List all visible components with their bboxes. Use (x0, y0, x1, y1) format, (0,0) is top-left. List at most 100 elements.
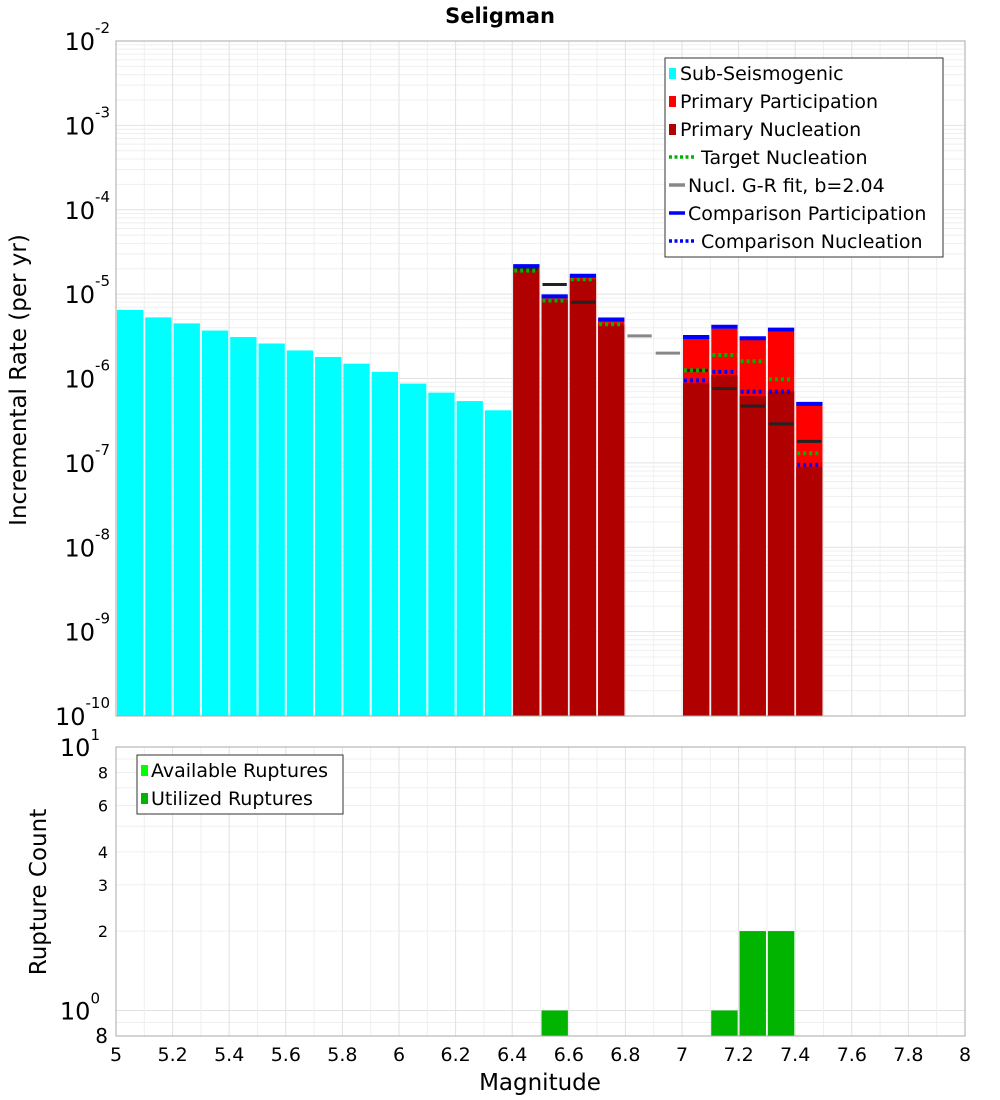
legend-label: Available Ruptures (151, 760, 328, 782)
bottom-y-tick-label: 8 (98, 764, 108, 783)
x-tick-label: 6 (393, 1044, 405, 1066)
sub-seismogenic-bar (173, 323, 200, 716)
top-y-tick-label: 10-4 (64, 188, 110, 225)
utilized-ruptures-bar (711, 1010, 738, 1036)
x-tick-label: 7.2 (723, 1044, 753, 1066)
x-tick-label: 5.6 (271, 1044, 301, 1066)
bottom-y-tick-label: 3 (98, 876, 108, 895)
x-tick-label: 5.4 (214, 1044, 244, 1066)
x-tick-label: 5.2 (157, 1044, 187, 1066)
x-axis-label: Magnitude (479, 1070, 601, 1096)
legend-entry: Nucl. G-R fit, b=2.04 (669, 175, 885, 197)
legend-entry: Target Nucleation (669, 147, 868, 169)
legend-entry: Primary Participation (669, 91, 878, 113)
sub-seismogenic-bar (117, 309, 144, 716)
legend-swatch-icon (669, 68, 676, 79)
legend-label: Utilized Ruptures (151, 788, 313, 810)
utilized-ruptures-bar (541, 1010, 568, 1036)
bottom-y-tick-label: 4 (98, 843, 108, 862)
legend-swatch-icon (669, 96, 676, 107)
bottom-y-major-label: 100 (60, 989, 100, 1025)
bottom-legend-box (136, 754, 344, 815)
top-y-axis-label: Incremental Rate (per yr) (6, 234, 32, 526)
legend-entry: Comparison Participation (669, 203, 926, 225)
x-tick-label: 6.6 (554, 1044, 584, 1066)
top-legend-box (664, 57, 944, 258)
legend-swatch-icon (141, 765, 148, 776)
top-y-tick-label: 10-10 (55, 694, 110, 731)
x-tick-label: 7 (676, 1044, 688, 1066)
primary-nucleation-bar (796, 466, 823, 716)
top-gridlines (115, 41, 966, 717)
legend-label: Comparison Participation (688, 203, 926, 225)
primary-nucleation-bar (598, 324, 625, 716)
top-y-tick-label: 10-9 (64, 610, 110, 647)
top-y-tick-label: 10-2 (64, 19, 110, 56)
legend-label: Nucl. G-R fit, b=2.04 (688, 175, 885, 197)
x-tick-labels: 5 5.2 5.4 5.6 5.8 6 6.2 6.4 6.6 6.8 7 7.2 7.4 7.6 7.8 8 (110, 1044, 971, 1066)
legend-label: Primary Participation (680, 91, 878, 113)
sub-seismogenic-bar (400, 383, 427, 716)
primary-nucleation-bar (513, 268, 540, 716)
primary-nucleation-bar (541, 299, 568, 716)
primary-nucleation-bar (711, 375, 738, 716)
sub-seismogenic-bar (456, 401, 483, 716)
top-y-tick-label: 10-5 (64, 272, 110, 309)
legend-label: Target Nucleation (700, 147, 868, 169)
x-tick-label: 5.8 (327, 1044, 357, 1066)
x-tick-label: 5 (110, 1044, 122, 1066)
top-line-segments (513, 264, 823, 467)
x-tick-label: 6.8 (610, 1044, 640, 1066)
sub-seismogenic-bar (371, 371, 398, 716)
top-y-tick-label: 10-3 (64, 103, 110, 140)
bottom-y-tick-label: 6 (98, 796, 108, 815)
bottom-y-min-label: 8 (95, 1024, 108, 1048)
sub-seismogenic-bar (145, 317, 172, 716)
primary-nucleation-bar (767, 391, 795, 716)
utilized-ruptures-bar (767, 931, 795, 1036)
primary-nucleation-bar (569, 279, 597, 716)
bottom-bars (541, 931, 795, 1036)
sub-seismogenic-bar (484, 410, 512, 716)
sub-seismogenic-bar (230, 337, 257, 716)
legend-entry: Sub-Seismogenic (669, 63, 844, 85)
bottom-y-major-label: 101 (60, 726, 100, 762)
x-tick-label: 7.6 (837, 1044, 867, 1066)
legend-entry: Utilized Ruptures (141, 788, 313, 810)
sub-seismogenic-bar (201, 330, 229, 716)
bottom-plot-frame (115, 746, 966, 1037)
bottom-y-tick-label: 2 (98, 922, 108, 941)
sub-seismogenic-bar (258, 343, 285, 716)
primary-nucleation-bar (683, 383, 710, 716)
legend-label: Comparison Nucleation (701, 231, 923, 253)
top-y-tick-label: 10-8 (64, 525, 110, 562)
primary-nucleation-bar (739, 396, 766, 716)
top-bars (117, 266, 823, 716)
top-y-tick-labels: 10-10 10-9 10-8 10-7 10-6 10-5 10-4 10-3 10-2 (55, 19, 110, 731)
x-tick-label: 8 (959, 1044, 971, 1066)
utilized-ruptures-bar (739, 931, 766, 1036)
top-y-tick-label: 10-7 (64, 441, 110, 478)
legend-swatch-icon (141, 793, 148, 804)
sub-seismogenic-bar (428, 392, 455, 716)
legend-entry: Primary Nucleation (669, 119, 861, 141)
x-tick-label: 7.8 (893, 1044, 923, 1066)
legend-label: Primary Nucleation (680, 119, 861, 141)
x-tick-label: 6.4 (497, 1044, 527, 1066)
legend-swatch-icon (669, 124, 676, 135)
x-tick-label: 7.4 (780, 1044, 810, 1066)
sub-seismogenic-bar (343, 363, 370, 716)
sub-seismogenic-bar (315, 356, 342, 716)
chart-title: Seligman (445, 4, 555, 28)
x-tick-label: 6.2 (440, 1044, 470, 1066)
top-plot-frame (115, 40, 966, 717)
bottom-legend: Available Ruptures Utilized Ruptures (136, 754, 344, 815)
top-plot: 10-10 10-9 10-8 10-7 10-6 10-5 10-4 10-3 10-2 Sub… (55, 19, 966, 731)
top-legend: Sub-Seismogenic Primary Participation Prim… (664, 57, 944, 258)
top-y-tick-label: 10-6 (64, 357, 110, 394)
legend-entry: Comparison Nucleation (669, 231, 923, 253)
sub-seismogenic-bar (286, 350, 314, 716)
